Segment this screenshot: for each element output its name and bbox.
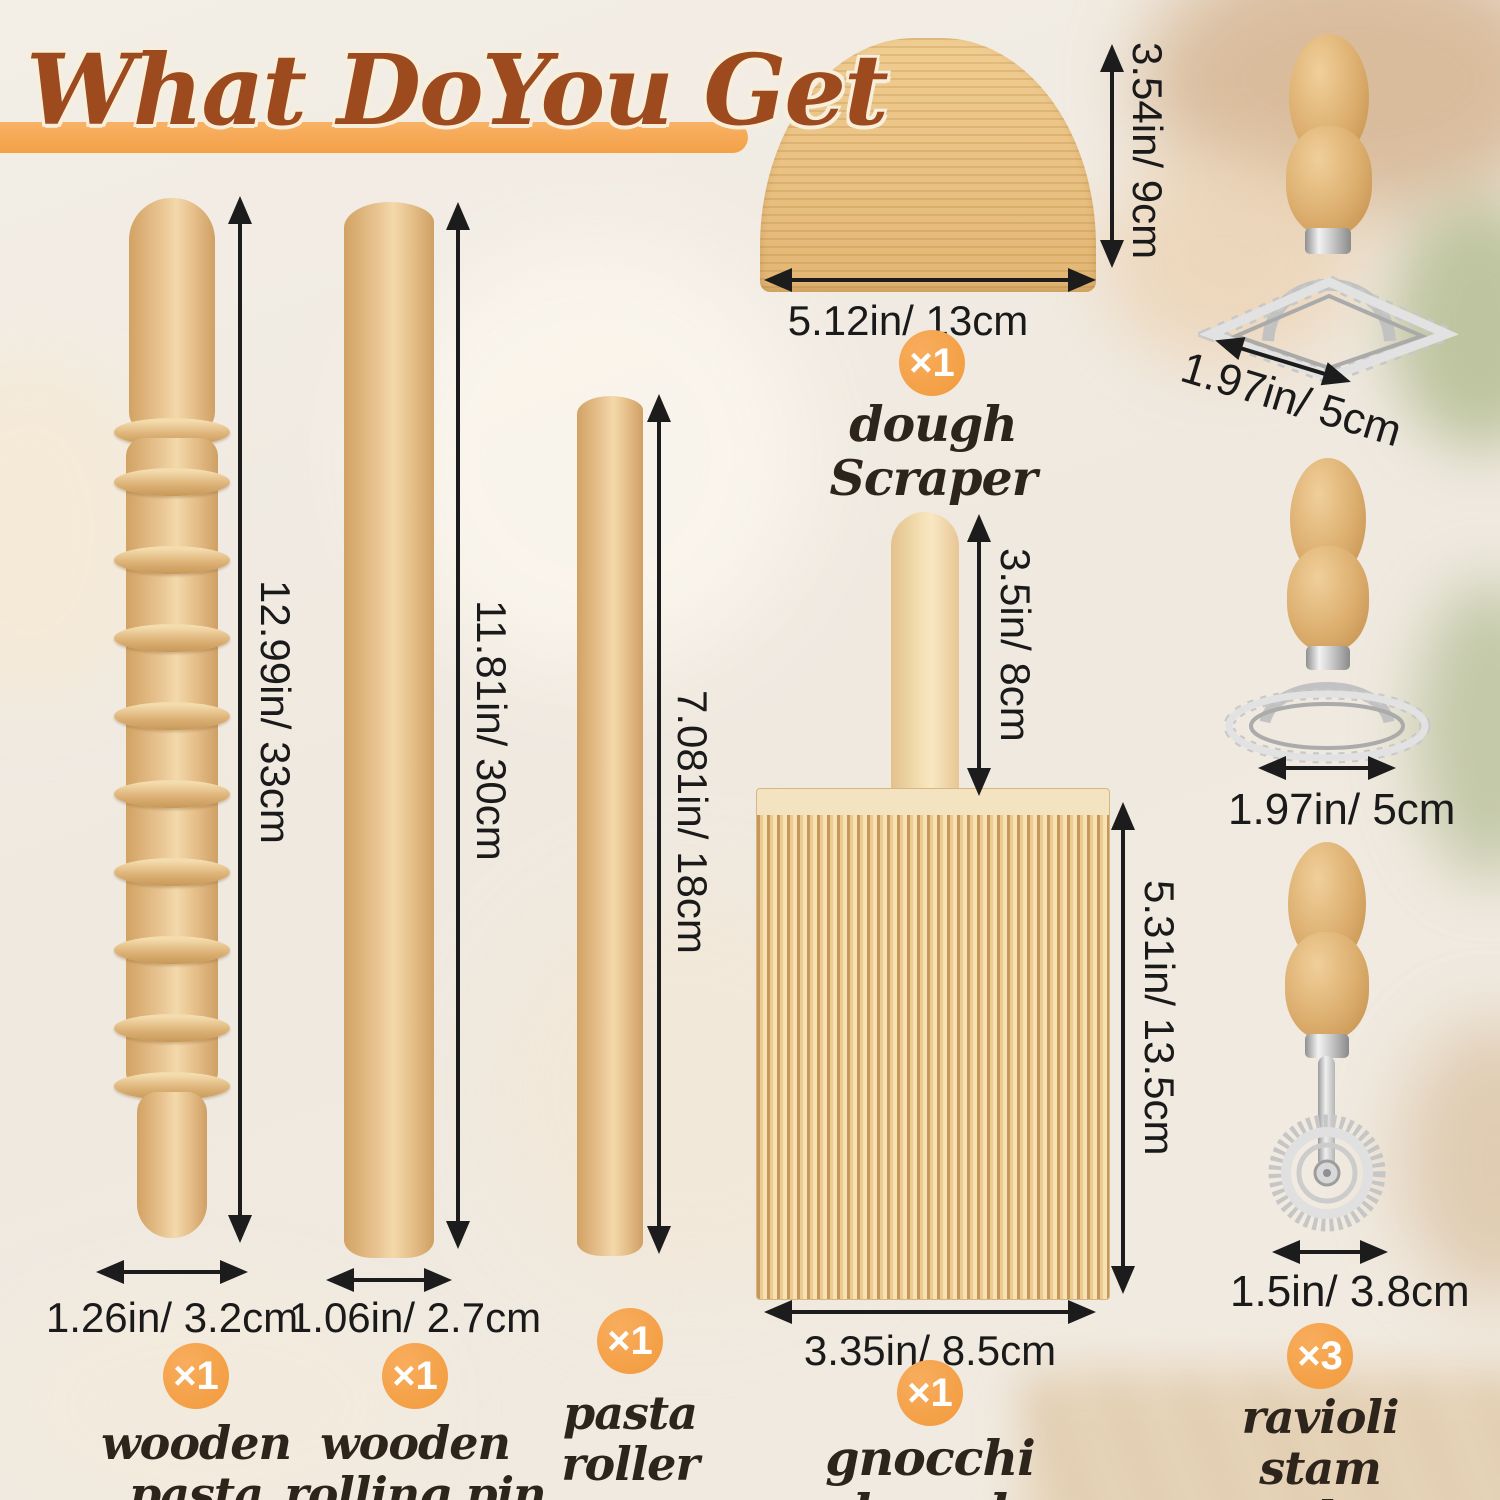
pasta-cutter-ridge — [114, 936, 230, 964]
cutter-label-line1: wooden — [101, 1416, 292, 1470]
background-blob — [1400, 1020, 1500, 1300]
gnocchi-handle — [891, 512, 959, 804]
diameter-arrow — [352, 1278, 426, 1282]
roller-label: pasta roller — [561, 1386, 699, 1491]
gnocchi-label: gnocchi board — [825, 1429, 1035, 1500]
scraper-height-dim: 3.54in/ 9cm — [1124, 42, 1172, 260]
wheel-size-arrow — [1298, 1250, 1362, 1254]
handle-height-arrow — [977, 540, 981, 770]
length-arrow — [238, 222, 242, 1217]
pasta-cutter-shaft — [126, 438, 218, 1090]
roller-length-dim: 7.081in/ 18cm — [669, 690, 717, 954]
pin-count-badge: ×1 — [382, 1343, 448, 1409]
pin-label: wooden rolling pin — [280, 1418, 550, 1500]
pasta-cutter-ridge — [114, 468, 230, 496]
scraper-count-badge: ×1 — [899, 330, 965, 396]
pasta-cutter-ridge — [114, 624, 230, 652]
scraper-width-dim: 5.12in/ 13cm — [787, 297, 1029, 344]
scraper-label: dough Scraper — [829, 395, 1037, 507]
board-width-arrow — [790, 1310, 1070, 1314]
pasta-cutter-ridge — [114, 858, 230, 886]
wheel-handle — [1285, 932, 1369, 1040]
cutter-length-dim: 12.99in/ 33cm — [252, 580, 300, 844]
wheel-size-dim: 1.5in/ 3.8cm — [1230, 1267, 1470, 1316]
pin-label-line2: rolling pin — [284, 1466, 546, 1500]
pasta-cutter-ridge — [114, 702, 230, 730]
cutter-diameter-dim: 1.26in/ 3.2cm — [45, 1294, 299, 1341]
length-arrow — [657, 420, 661, 1228]
cutter-label-line2: pasta cutter — [129, 1466, 264, 1500]
gnocchi-count-badge: ×1 — [897, 1360, 963, 1426]
wheel-collar — [1305, 1034, 1349, 1058]
pin-diameter-dim: 1.06in/ 2.7cm — [288, 1294, 542, 1341]
square-stamp-handle — [1286, 126, 1372, 236]
height-arrow — [1110, 70, 1114, 242]
round-stamp-size-dim: 1.97in/ 5cm — [1228, 785, 1456, 834]
round-stamp-size-arrow — [1284, 766, 1370, 770]
stamp-set-label-line1: ravioli stam — [1241, 1390, 1400, 1495]
square-stamp-collar — [1305, 228, 1351, 254]
pasta-cutter-handle-bottom — [137, 1092, 207, 1238]
stamp-set-count-badge: ×3 — [1287, 1323, 1353, 1389]
pasta-roller-body — [577, 396, 643, 1256]
gnocchi-board-body — [756, 788, 1110, 1300]
pin-label-line1: wooden — [320, 1416, 511, 1470]
pasta-cutter-ridge — [114, 780, 230, 808]
cutter-label: wooden pasta cutter — [50, 1418, 342, 1500]
rolling-pin-body — [344, 202, 434, 1258]
title-highlight-bar — [0, 122, 748, 153]
pin-length-dim: 11.81in/ 30cm — [468, 600, 516, 861]
round-stamp-handle — [1287, 546, 1369, 652]
stamp-set-label: ravioli stam maker cutter — [1185, 1392, 1455, 1500]
gnocchi-height-dim: 5.31in/ 13.5cm — [1136, 880, 1184, 1156]
wheel-shaft — [1318, 1056, 1335, 1168]
pasta-cutter-ridge — [114, 546, 230, 574]
fluted-wheel — [1268, 1114, 1386, 1232]
round-stamp-collar — [1306, 646, 1350, 670]
pasta-cutter-ridge — [114, 1014, 230, 1042]
width-arrow — [790, 278, 1070, 282]
page-title: What DoYou Get — [26, 33, 889, 147]
diameter-arrow — [122, 1270, 222, 1274]
stamp-set-label-line2: maker cutter — [1241, 1491, 1401, 1500]
board-height-arrow — [1121, 828, 1125, 1268]
length-arrow — [456, 228, 460, 1223]
pasta-cutter-handle-top — [129, 198, 215, 434]
roller-count-badge: ×1 — [597, 1308, 663, 1374]
cutter-count-badge: ×1 — [163, 1343, 229, 1409]
round-stamp-base — [1223, 682, 1431, 764]
gnocchi-handle-dim: 3.5in/ 8cm — [992, 548, 1040, 742]
